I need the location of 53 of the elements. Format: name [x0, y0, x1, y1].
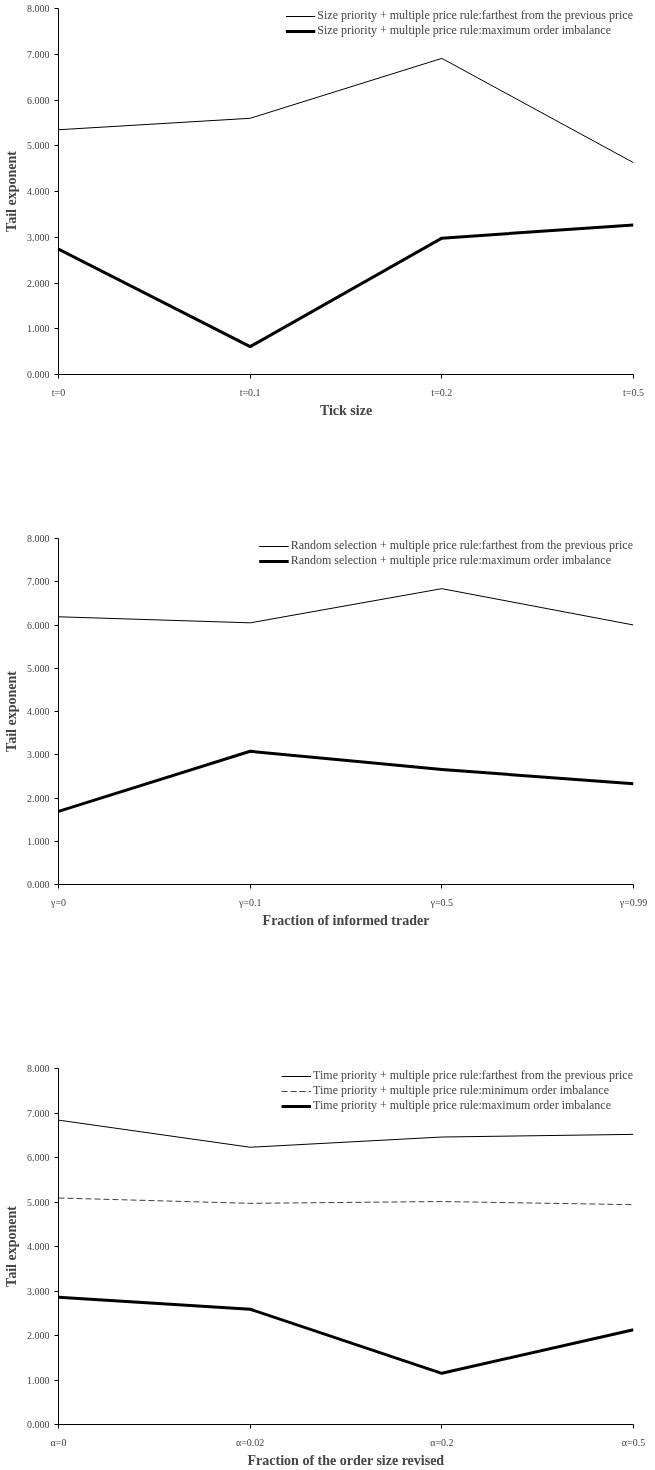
x-tick-label: α=0.2 — [430, 1436, 454, 1448]
x-tick-label: t=0.1 — [239, 386, 261, 398]
y-tick-label: 1.000 — [27, 1374, 50, 1386]
y-tick-label: 7.000 — [27, 48, 50, 60]
y-tick-label: 2.000 — [27, 792, 50, 804]
x-tick-label: α=0 — [50, 1436, 67, 1448]
y-tick-label: 0.000 — [27, 879, 50, 890]
legend-label: Time priority + multiple price rule:farthest from the previous price — [313, 1068, 633, 1083]
x-tick-label: t=0.2 — [431, 386, 453, 398]
x-tick-label: γ=0.99 — [618, 896, 648, 908]
y-tick-label: 3.000 — [27, 749, 50, 761]
y-tick-label: 6.000 — [27, 1152, 50, 1163]
legend-label: Random selection + multiple price rule:farthest from the previous price — [290, 538, 633, 553]
x-tick-label: t=0 — [51, 386, 66, 398]
y-tick-label: 8.000 — [27, 3, 50, 14]
y-tick-label: 8.000 — [27, 533, 50, 544]
y-tick-label: 4.000 — [27, 1241, 50, 1252]
x-tick-label: γ=0 — [49, 896, 67, 908]
y-tick-label: 3.000 — [27, 231, 50, 243]
y-tick-label: 2.000 — [27, 277, 50, 289]
y-tick-label: 6.000 — [27, 619, 50, 631]
x-axis-title: Tick size — [319, 402, 373, 418]
y-tick-label: 3.000 — [27, 1285, 50, 1297]
x-tick-label: α=0.02 — [235, 1436, 265, 1448]
legend-label: Size priority + multiple price rule:farthest from the previous price — [317, 8, 633, 23]
y-tick-label: 2.000 — [27, 1330, 50, 1341]
y-axis-title: Tail exponent — [4, 670, 19, 752]
legend-label: Time priority + multiple price rule:maximum order imbalance — [313, 1098, 611, 1113]
legend-label: Time priority + multiple price rule:minimum order imbalance — [313, 1083, 610, 1098]
y-tick-label: 7.000 — [27, 576, 50, 588]
y-tick-label: 0.000 — [27, 369, 50, 380]
y-axis-title: Tail exponent — [4, 1205, 19, 1287]
line-series — [58, 1197, 634, 1206]
x-tick-label: γ=0.1 — [237, 896, 262, 908]
y-tick-label: 5.000 — [27, 1196, 50, 1208]
y-tick-label: 4.000 — [27, 706, 50, 717]
legend-label: Size priority + multiple price rule:maximum order imbalance — [317, 23, 612, 38]
x-axis-title: Fraction of informed trader — [262, 912, 430, 928]
y-tick-label: 6.000 — [27, 94, 50, 106]
legend-label: Random selection + multiple price rule:maximum order imbalance — [290, 553, 612, 568]
x-tick-label: t=0.5 — [623, 386, 644, 398]
y-tick-label: 1.000 — [27, 835, 50, 847]
y-tick-label: 8.000 — [27, 1063, 50, 1074]
y-tick-label: 0.000 — [27, 1419, 50, 1430]
y-tick-label: 5.000 — [27, 662, 50, 674]
y-tick-label: 1.000 — [27, 323, 50, 335]
y-axis-title: Tail exponent — [4, 150, 19, 232]
y-tick-label: 5.000 — [27, 140, 50, 152]
y-tick-label: 4.000 — [27, 186, 50, 197]
y-tick-label: 7.000 — [27, 1107, 50, 1119]
x-tick-label: γ=0.5 — [429, 896, 454, 908]
x-tick-label: α=0.5 — [621, 1436, 646, 1448]
x-axis-title: Fraction of the order size revised — [247, 1452, 445, 1468]
